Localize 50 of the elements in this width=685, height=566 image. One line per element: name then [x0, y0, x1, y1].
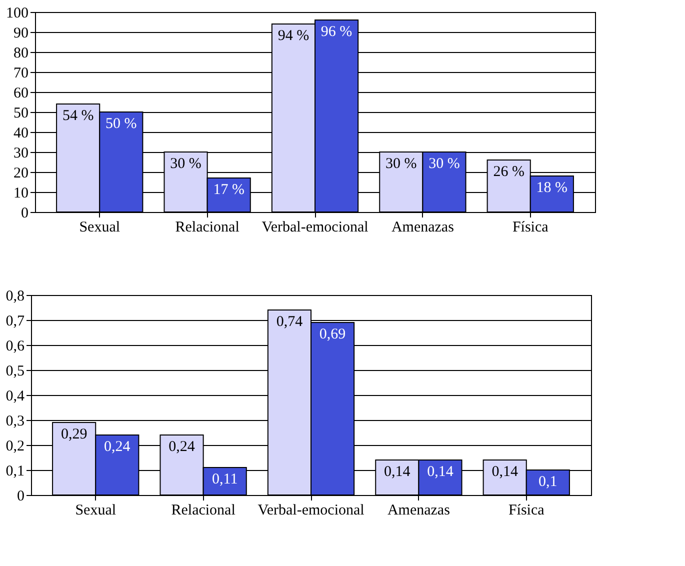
data-label: 0,24	[104, 439, 131, 455]
x-tick-label: Relacional	[175, 220, 240, 236]
x-tick-label: Física	[508, 502, 545, 518]
y-tick-label: 0,6	[6, 338, 25, 354]
y-tick-label: 40	[14, 126, 28, 142]
data-label: 17 %	[213, 182, 244, 198]
y-tick-label: 90	[14, 26, 28, 42]
data-label: 30 %	[428, 156, 460, 172]
x-tick-label: Amenazas	[391, 220, 454, 236]
data-label: 0,29	[60, 426, 88, 442]
data-label: 96 %	[320, 24, 352, 40]
y-tick-label: 30	[14, 146, 28, 162]
y-tick-label: 0,1	[6, 464, 24, 480]
y-tick-label: 0,8	[6, 288, 24, 304]
y-tick-label: 0,2	[6, 438, 24, 454]
data-label: 0,14	[384, 464, 411, 480]
y-tick-label: 20	[14, 166, 28, 182]
y-tick-label: 80	[14, 46, 28, 62]
x-tick-label: Sexual	[75, 502, 116, 518]
data-label: 94 %	[278, 28, 310, 44]
data-label: 30 %	[170, 156, 202, 172]
y-tick-label: 0,4	[6, 388, 25, 404]
data-label: 30 %	[386, 156, 417, 172]
y-tick-label: 0,3	[6, 414, 24, 430]
x-tick-label: Sexual	[79, 220, 120, 236]
data-label: 26 %	[493, 164, 524, 180]
data-label: 0,1	[538, 474, 558, 490]
y-tick-label: 60	[14, 86, 28, 102]
y-tick-label: 70	[14, 66, 28, 82]
x-tick-label: Física	[512, 220, 549, 236]
data-label: 18 %	[536, 180, 568, 196]
x-tick-label: Verbal-emocional	[262, 220, 368, 236]
data-label: 0,11	[212, 472, 238, 488]
x-tick-label: Amenazas	[387, 502, 450, 518]
y-tick-label: 0	[17, 488, 24, 504]
y-tick-label: 0	[21, 206, 28, 222]
data-label: 54 %	[62, 108, 94, 124]
data-label: 0,24	[168, 439, 196, 455]
y-tick-label: 100	[6, 6, 28, 22]
data-label: 0,74	[276, 314, 304, 330]
y-tick-label: 0,7	[6, 314, 25, 330]
y-tick-label: 50	[14, 106, 28, 122]
y-tick-label: 10	[14, 186, 28, 202]
data-label: 0,14	[492, 464, 518, 480]
x-tick-label: Relacional	[171, 502, 236, 518]
y-tick-label: 0,5	[6, 364, 24, 380]
data-label: 0,14	[427, 464, 454, 480]
data-label: 50 %	[106, 116, 137, 132]
data-label: 0,69	[319, 326, 346, 342]
x-tick-label: Verbal-emocional	[258, 502, 364, 518]
